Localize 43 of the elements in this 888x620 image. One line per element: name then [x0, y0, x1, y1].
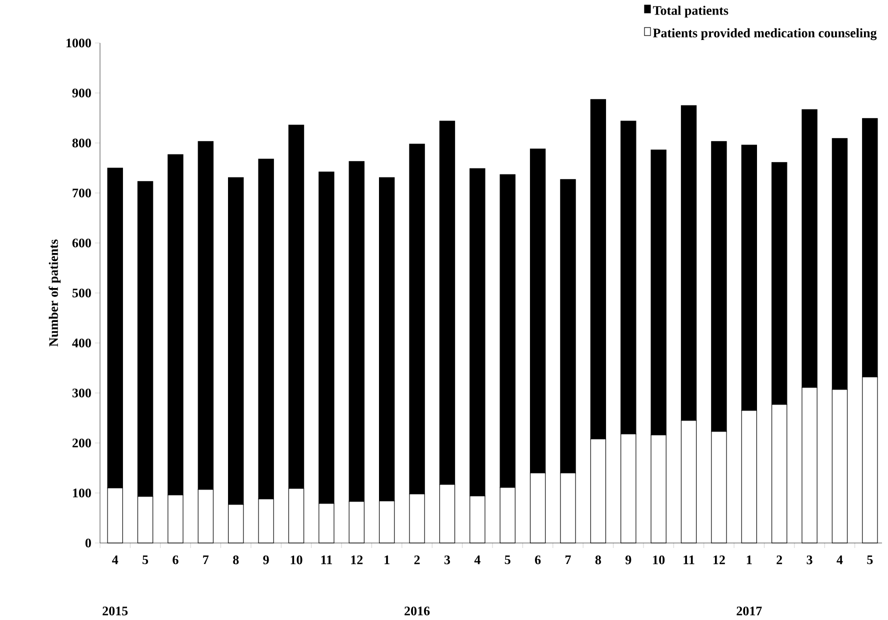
y-tick-label: 400	[72, 338, 91, 348]
x-tick-label: 7	[203, 556, 209, 564]
x-tick-label: 4	[112, 556, 118, 564]
x-tick-label: 4	[836, 556, 843, 564]
x-tick-label: 10	[653, 556, 665, 564]
x-tick-label: 11	[321, 556, 332, 564]
legend-label: Patients provided medication counseling	[653, 28, 877, 40]
x-tick-label: 5	[504, 556, 510, 564]
text: 2016	[404, 606, 430, 616]
legend-label: Total patients	[652, 6, 728, 18]
x-tick-label: 3	[806, 556, 812, 564]
text: 2017	[736, 606, 762, 616]
x-tick-label: 1	[384, 556, 390, 564]
y-axis-title: Number of patients	[48, 240, 61, 347]
y-tick-label: 200	[72, 438, 91, 448]
x-tick-label: 8	[595, 556, 602, 564]
x-tick-label: 9	[263, 556, 269, 564]
x-tick-label: 7	[565, 556, 571, 564]
y-tick-label: 700	[72, 188, 91, 198]
x-tick-label: 6	[172, 556, 178, 564]
y-tick-label: 1000	[66, 38, 91, 48]
x-tick-label: 5	[867, 556, 873, 564]
x-tick-label: 2	[414, 556, 420, 564]
y-tick-label: 800	[72, 138, 91, 148]
x-tick-label: 12	[351, 556, 363, 564]
y-tick-label: 300	[72, 388, 91, 398]
x-tick-label: 12	[713, 556, 725, 564]
y-tick-label: 600	[72, 238, 91, 248]
x-tick-label: 8	[233, 556, 239, 564]
x-tick-label: 3	[444, 556, 450, 564]
x-tick-label: 6	[534, 556, 541, 564]
x-tick-label: 5	[142, 556, 148, 564]
x-tick-label: 2	[776, 556, 782, 564]
x-tick-label: 9	[625, 556, 632, 564]
y-tick-label: 0	[85, 538, 91, 548]
y-tick-label: 500	[72, 288, 91, 298]
y-tick-label: 900	[72, 88, 91, 98]
x-tick-label: 4	[474, 556, 480, 564]
x-tick-label: 1	[746, 556, 752, 564]
x-tick-label: 10	[290, 556, 302, 564]
text: 2015	[102, 606, 128, 616]
x-tick-label: 11	[684, 556, 694, 564]
y-tick-label: 100	[73, 488, 91, 498]
